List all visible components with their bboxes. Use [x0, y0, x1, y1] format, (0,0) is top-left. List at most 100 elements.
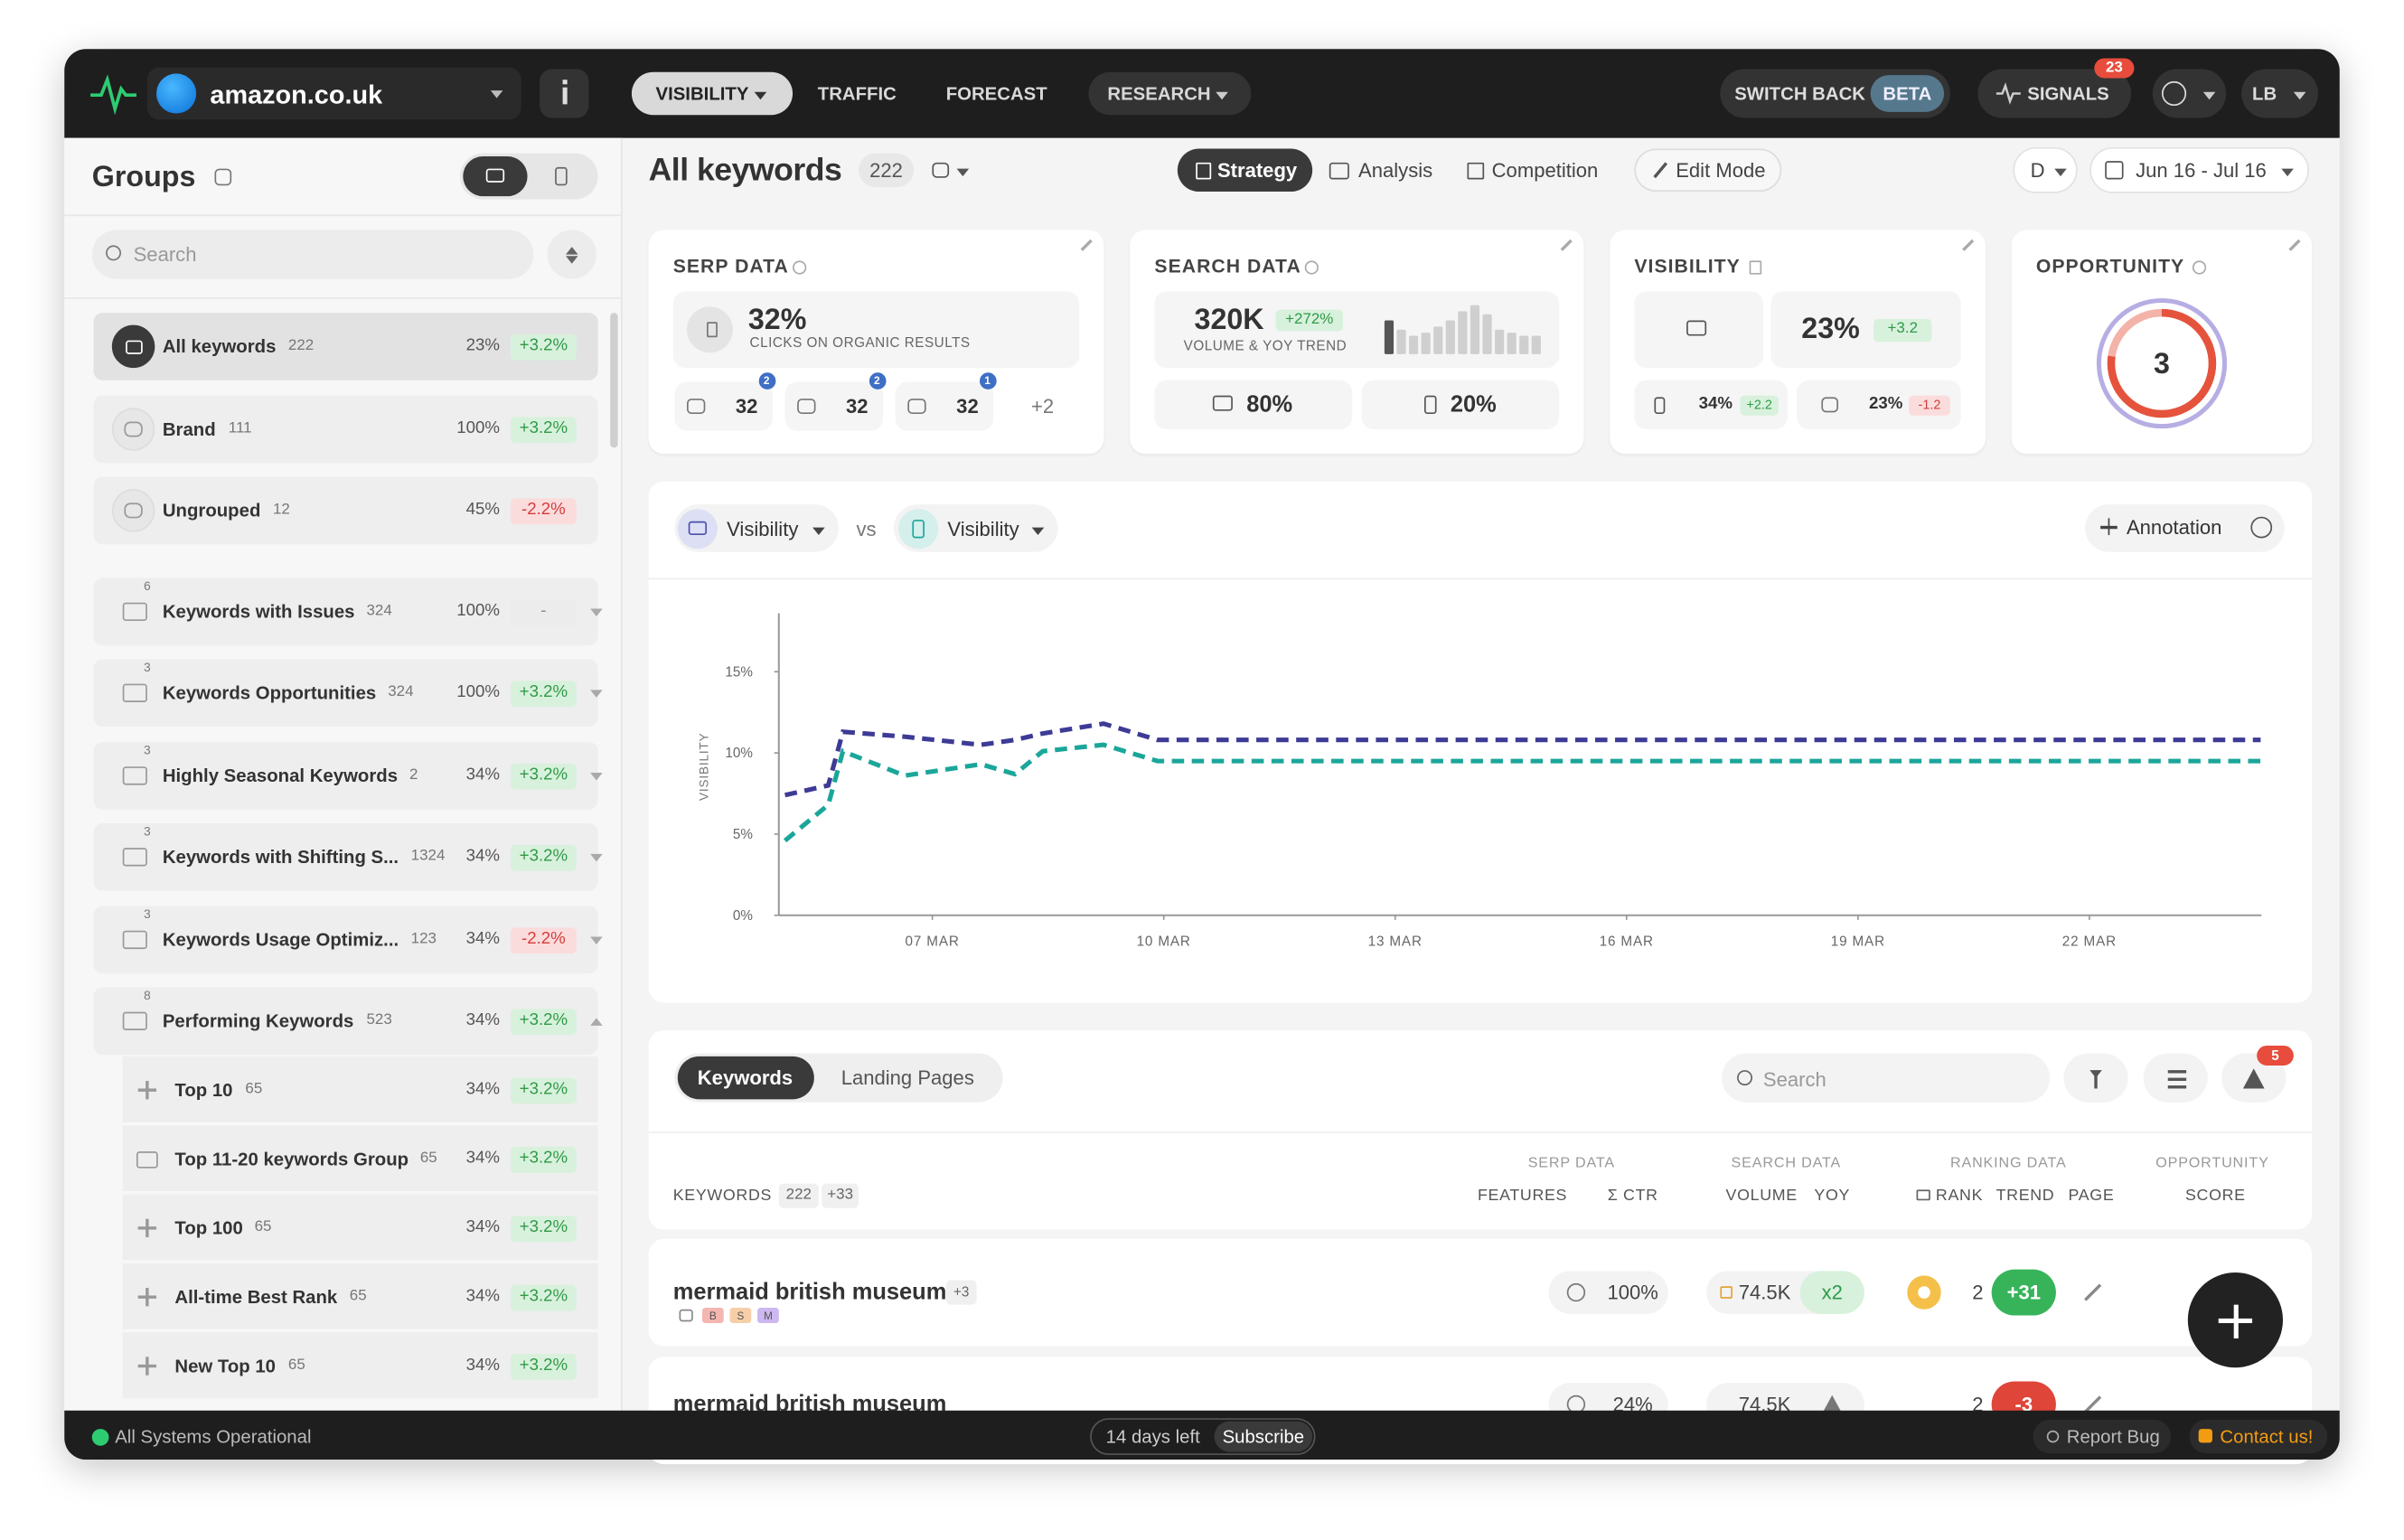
- site-icon: [156, 73, 197, 114]
- icon: [706, 322, 718, 338]
- group-badge: 3: [144, 824, 151, 839]
- change-pill: [510, 762, 577, 789]
- column-group: OPPORTUNITY: [2155, 1154, 2269, 1172]
- group-percent: 34%: [465, 929, 501, 949]
- trend: -3: [2014, 1393, 2033, 1416]
- group-name: Keywords Usage Optimiz...: [162, 929, 399, 951]
- search-box[interactable]: [91, 230, 534, 279]
- change-pill: [510, 598, 577, 625]
- change: -2.2%: [521, 929, 566, 949]
- group-count: 123: [410, 930, 437, 948]
- group-count: 222: [287, 337, 315, 354]
- y-tick-label: 10%: [725, 746, 753, 761]
- icon: [2161, 80, 2187, 107]
- icon: [1737, 1070, 1753, 1086]
- icon: [678, 1309, 692, 1322]
- panel: [1634, 291, 1763, 369]
- donut-outer: [2096, 297, 2228, 429]
- icon: [1566, 1282, 1586, 1302]
- change-pill: [510, 1283, 577, 1310]
- opportunity-donut: [2094, 296, 2229, 430]
- visibility-value: 23%: [1801, 313, 1860, 346]
- tag-label: M: [763, 1310, 773, 1322]
- caret: [590, 853, 603, 862]
- tab-keywords[interactable]: [677, 1056, 814, 1100]
- divider: [64, 297, 623, 299]
- change: +3.2%: [519, 418, 568, 438]
- icon: [1823, 1394, 1842, 1413]
- feature-pill: [895, 381, 994, 431]
- keyword-count: 222: [869, 158, 903, 183]
- caret: [2202, 91, 2216, 100]
- panel: [1770, 291, 1961, 369]
- caret: [565, 256, 578, 264]
- group-name: Performing Keywords: [162, 1009, 354, 1032]
- feature-pill: [674, 381, 774, 431]
- column-header: SCORE: [2184, 1186, 2246, 1205]
- change-pill: [510, 843, 577, 870]
- icon: [797, 399, 816, 415]
- change: +3.2%: [519, 847, 568, 866]
- subgroup-count: 65: [287, 1357, 305, 1375]
- count-pill: [859, 153, 915, 187]
- group-badge: 3: [144, 743, 151, 758]
- keywords-label: KEYWORDS: [672, 1186, 773, 1205]
- icon: [122, 766, 147, 785]
- group-count: 2: [408, 766, 418, 784]
- icon: [1466, 161, 1484, 179]
- sort-button[interactable]: [547, 230, 596, 279]
- x-tick-label: 10 MAR: [1137, 934, 1191, 950]
- date-range[interactable]: [2089, 146, 2309, 193]
- tag-label: B: [709, 1310, 717, 1322]
- site-selector[interactable]: [146, 67, 521, 120]
- change: +3.2%: [519, 765, 568, 784]
- donut: [2096, 297, 2228, 429]
- feature-value: 32: [956, 394, 979, 418]
- x-tick-label: 19 MAR: [1831, 934, 1885, 950]
- group-percent: 34%: [465, 1010, 501, 1030]
- icon: [869, 371, 886, 390]
- subgroup-row[interactable]: [122, 1125, 598, 1193]
- mobile-share: 20%: [1450, 391, 1497, 418]
- subscribe[interactable]: [1214, 1421, 1313, 1452]
- signals-icon: [1996, 81, 2021, 106]
- group-count: 12: [272, 501, 290, 519]
- tab-strategy[interactable]: [1177, 148, 1313, 192]
- volume-caption: VOLUME & YOY TREND: [1183, 338, 1348, 354]
- more-features: +2: [1030, 394, 1055, 418]
- table-search[interactable]: [1722, 1053, 2051, 1103]
- change: -2.2%: [521, 500, 566, 520]
- subscribe-label: Subscribe: [1222, 1425, 1305, 1448]
- count-pill: [945, 1280, 977, 1305]
- caret: [2089, 1070, 2102, 1078]
- caret: [590, 690, 603, 698]
- icon: [562, 80, 567, 84]
- group-count: 324: [388, 683, 414, 701]
- change-pill: [510, 926, 577, 953]
- view-tab: Strategy: [1216, 158, 1298, 183]
- icon: [912, 520, 925, 539]
- column-header: FEATURES: [1477, 1186, 1568, 1205]
- icon: [146, 1357, 149, 1376]
- subgroup-count: 65: [245, 1080, 263, 1098]
- group-name: Keywords with Shifting S...: [162, 846, 399, 869]
- desktop-view[interactable]: [463, 156, 528, 197]
- feature-value: 32: [735, 394, 758, 418]
- y-tick-label: 5%: [733, 827, 753, 842]
- table-tab: Landing Pages: [840, 1066, 974, 1090]
- icon: [124, 421, 143, 437]
- change: +3.2%: [519, 1010, 568, 1030]
- group-name: Keywords Opportunities: [162, 681, 377, 704]
- group-percent: 45%: [465, 500, 501, 520]
- interval[interactable]: [2013, 146, 2078, 193]
- icon: [2232, 1303, 2238, 1338]
- icon: [106, 245, 122, 261]
- column-header: VOLUME: [1725, 1186, 1798, 1205]
- x-tick-label: 16 MAR: [1600, 934, 1654, 950]
- change-pill: [510, 1215, 577, 1242]
- line-chart: 0% 5% 10% 15% 07 MAR 10 MAR 13 MAR 16 MAR 19 MAR…: [698, 613, 2262, 950]
- icon: [146, 1288, 149, 1307]
- icon: [2046, 1430, 2060, 1443]
- column-header: Σ CTR: [1607, 1186, 1658, 1205]
- icon: [688, 520, 708, 535]
